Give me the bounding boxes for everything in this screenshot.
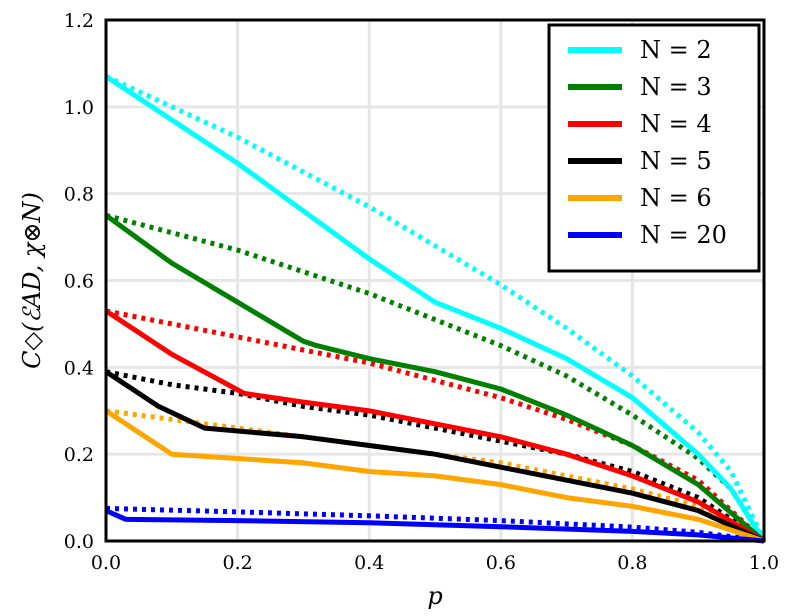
legend-label: N = 4 <box>640 110 712 138</box>
series-solid-line <box>104 369 766 544</box>
y-tick-label: 0.8 <box>64 184 94 206</box>
series-solid-line <box>104 408 765 544</box>
x-tick-label: 1.0 <box>749 552 779 574</box>
x-tick-label: 0.2 <box>222 552 252 574</box>
series-solid-line <box>104 508 765 544</box>
legend-label: N = 2 <box>640 36 712 64</box>
series-dotted-line <box>105 408 766 544</box>
x-tick-label: 0.0 <box>91 552 121 574</box>
y-tick-label: 1.2 <box>64 10 94 32</box>
series-solid-line <box>104 74 767 543</box>
series-dotted-line <box>104 74 767 543</box>
x-axis-label: p <box>427 582 442 610</box>
y-tick-label: 0.0 <box>64 531 94 553</box>
series-lines <box>104 74 767 544</box>
legend-label: N = 3 <box>640 73 712 101</box>
x-tick-label: 0.4 <box>354 552 384 574</box>
series-dotted-line <box>105 369 766 544</box>
y-tick-label: 1.0 <box>64 97 94 119</box>
legend-label: N = 20 <box>640 221 727 249</box>
legend-label: N = 6 <box>640 184 712 212</box>
y-tick-label: 0.2 <box>64 444 94 466</box>
y-tick-label: 0.4 <box>64 357 94 379</box>
x-tick-label: 0.6 <box>486 552 516 574</box>
x-tick-label: 0.8 <box>617 552 647 574</box>
series-solid-line <box>104 308 766 544</box>
y-axis-label: C◇(ℰAD, χ⊗N) <box>18 192 46 369</box>
legend-box <box>547 23 761 273</box>
y-tick-label: 0.6 <box>64 271 94 293</box>
series-solid-line <box>104 213 766 543</box>
legend-label: N = 5 <box>640 147 712 175</box>
plot-frame <box>104 18 766 543</box>
legend: N = 2 N = 3 N = 4 N = 5 N = 6 N = 20 <box>547 23 761 273</box>
tick-labels: 0.0 0.2 0.4 0.6 0.8 1.0 0.0 0.2 0.4 0.6 0.8 1.0 1.2 <box>64 10 779 574</box>
